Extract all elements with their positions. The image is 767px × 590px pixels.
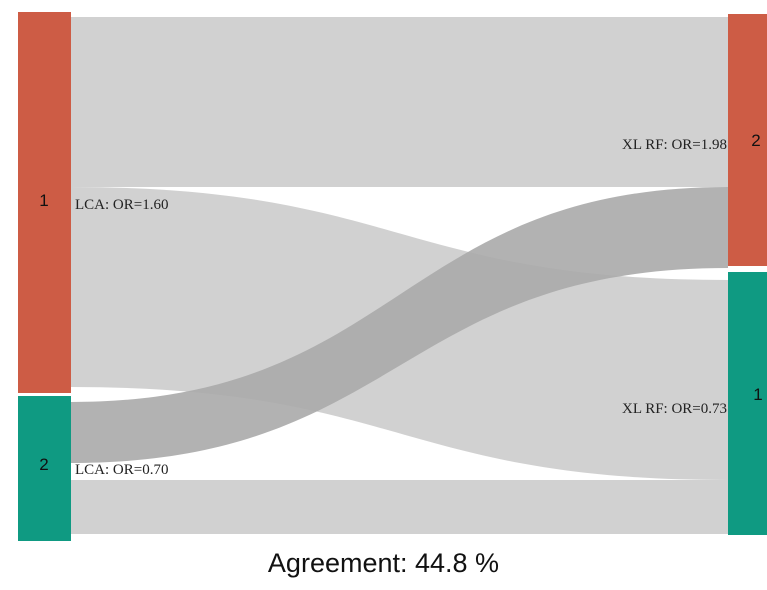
right-node-2 bbox=[728, 14, 767, 266]
sankey-diagram: 1 2 2 1 LCA: OR=1.60 LCA: OR=0.70 XL RF:… bbox=[18, 12, 767, 541]
right-node-2-or-label: XL RF: OR=1.98 bbox=[622, 137, 727, 153]
right-node-1 bbox=[728, 272, 767, 535]
left-node-2-label: 2 bbox=[39, 455, 48, 474]
agreement-caption: Agreement: 44.8 % bbox=[267, 548, 500, 578]
right-node-1-label: 1 bbox=[753, 385, 762, 404]
right-node-2-label: 2 bbox=[751, 131, 760, 150]
right-node-1-or-label: XL RF: OR=0.73 bbox=[622, 401, 727, 417]
flow-lca2-to-xlrf1 bbox=[71, 480, 728, 534]
left-node-1-or-label: LCA: OR=1.60 bbox=[75, 197, 168, 213]
flow-layer bbox=[71, 17, 728, 534]
flow-lca1-to-xlrf2 bbox=[71, 17, 728, 187]
left-node-2-or-label: LCA: OR=0.70 bbox=[75, 462, 168, 478]
left-node-1-label: 1 bbox=[39, 191, 48, 210]
flow-lca2-to-xlrf2 bbox=[71, 187, 728, 463]
left-node-1 bbox=[18, 12, 71, 393]
left-node-2 bbox=[18, 396, 71, 541]
